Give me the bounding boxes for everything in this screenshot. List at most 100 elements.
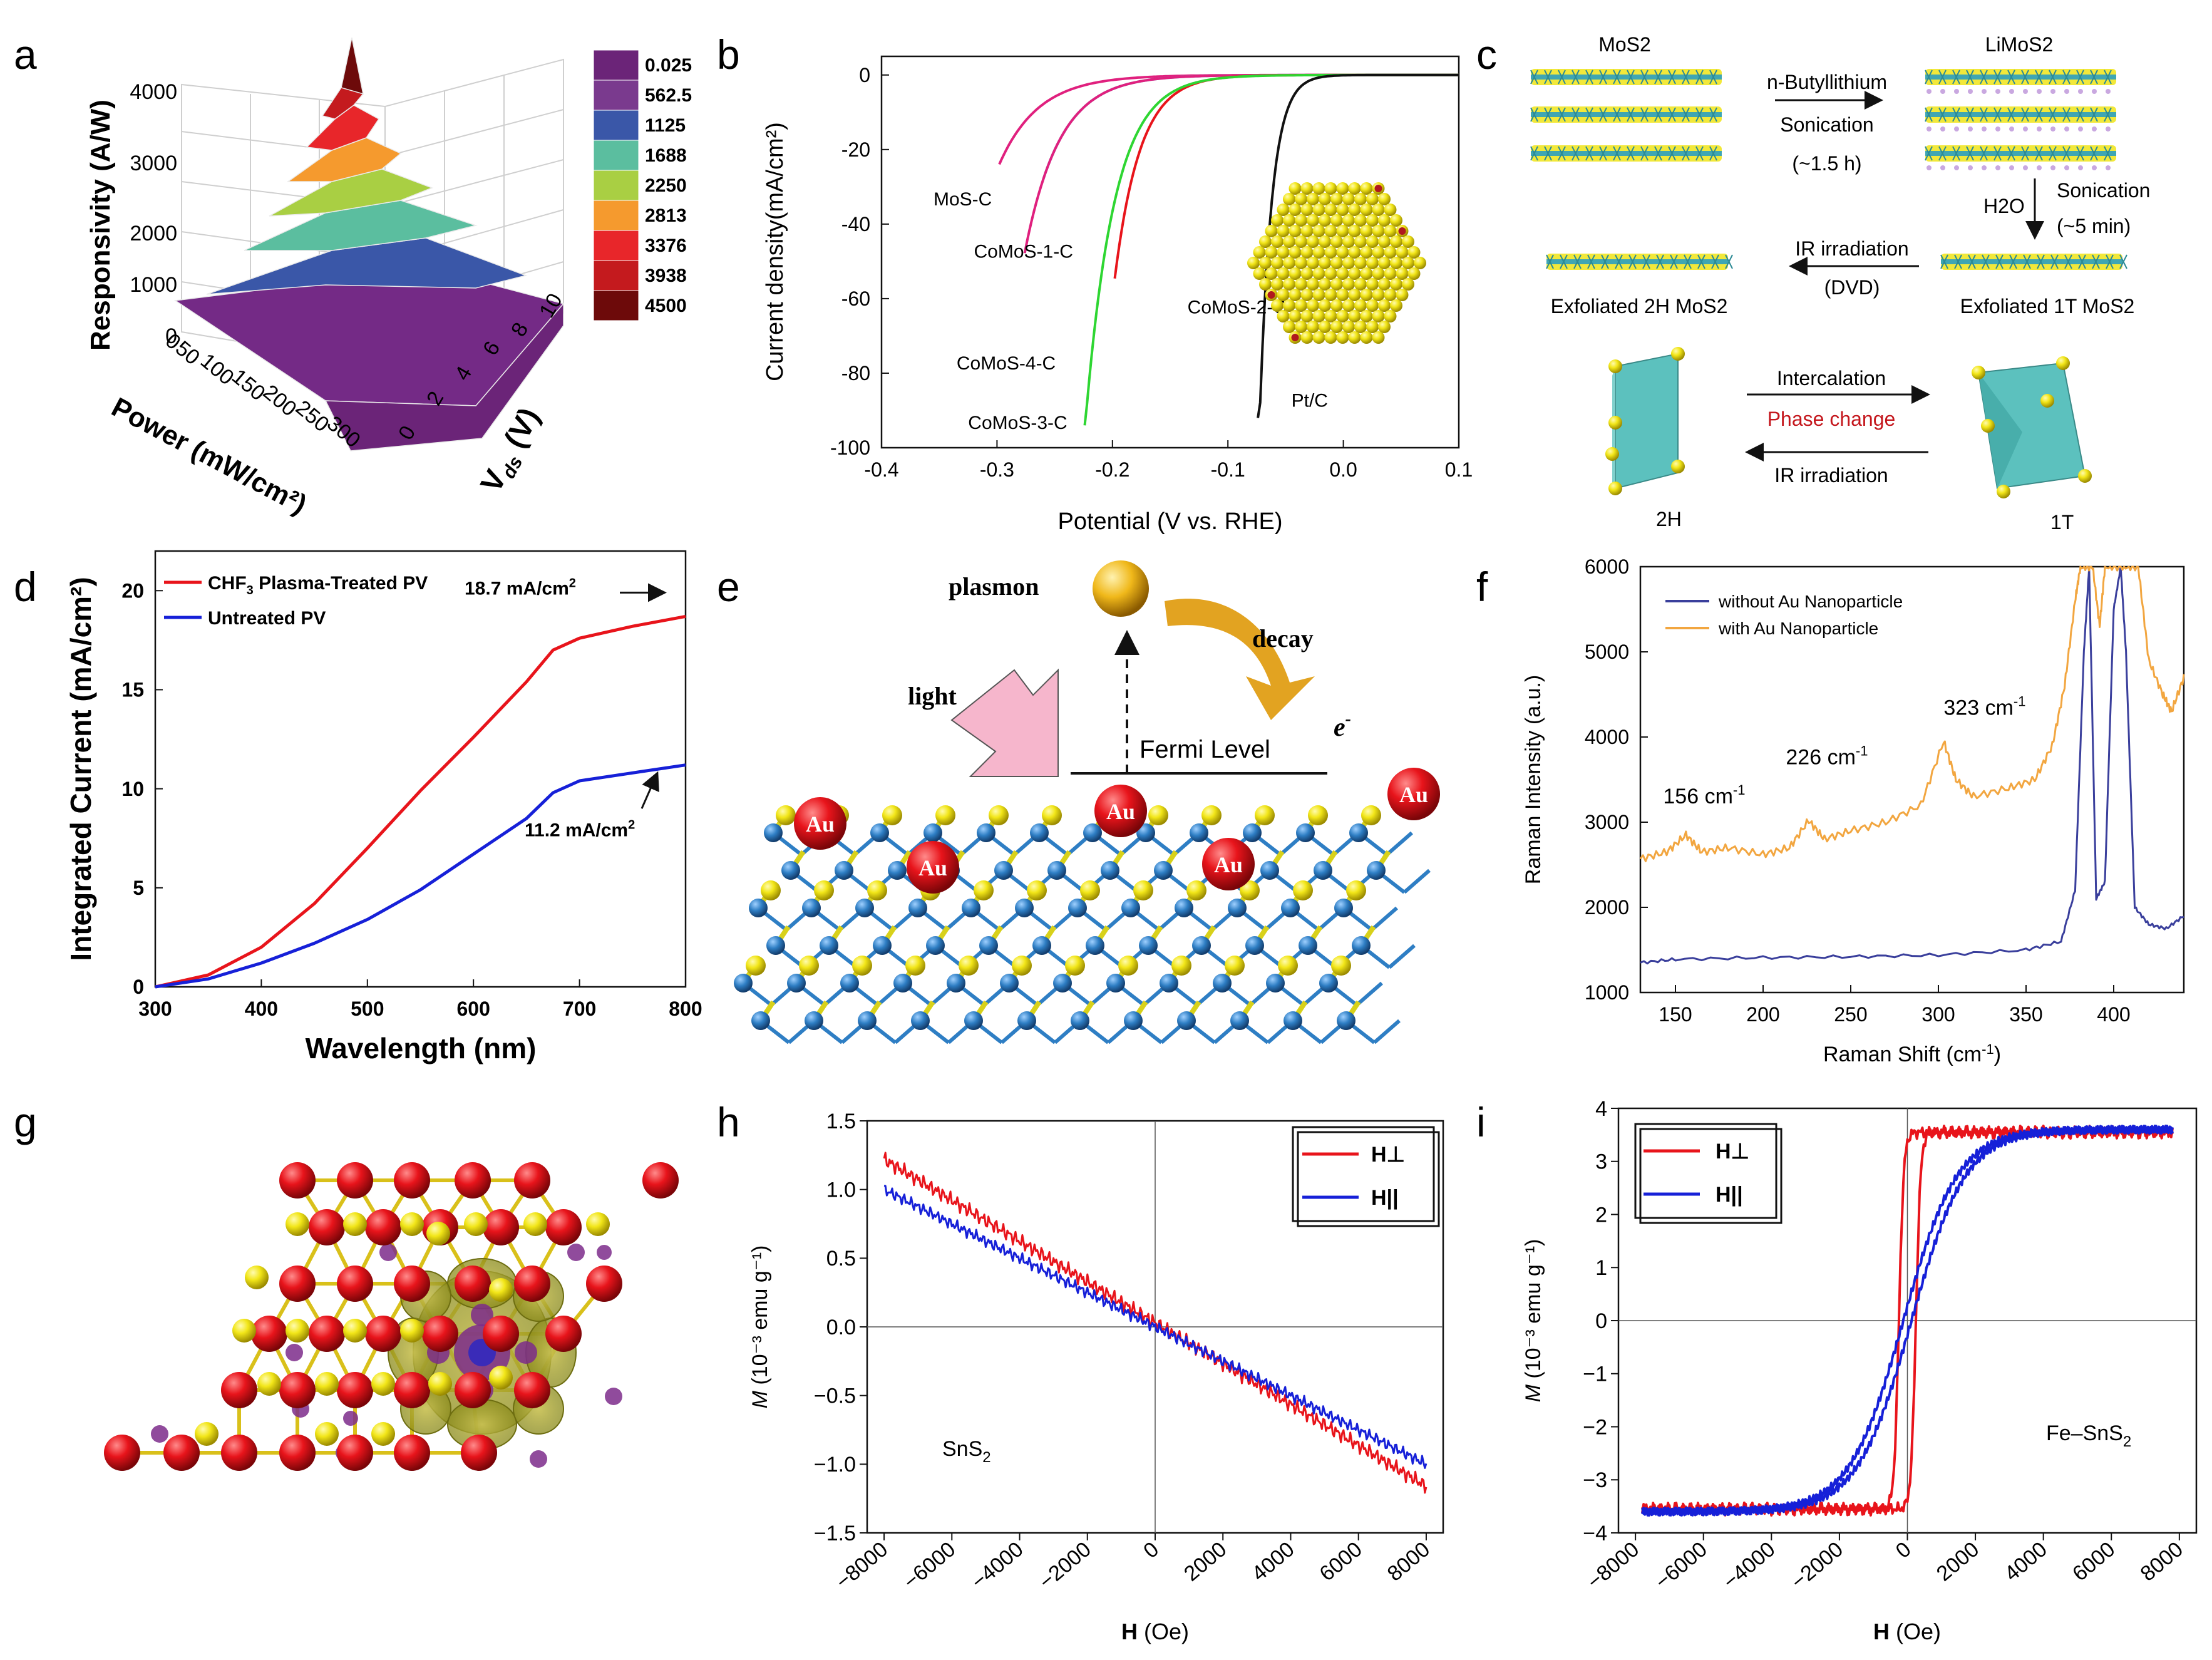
sn-atom <box>586 1266 622 1302</box>
sample-label: SnS2 <box>942 1437 991 1466</box>
series-label: Pt/C <box>1292 391 1328 411</box>
inset-s-atom <box>1336 204 1349 216</box>
sample-text: SnS <box>942 1437 982 1461</box>
mo-atom <box>1296 823 1315 842</box>
inset-s-atom <box>1295 321 1307 333</box>
li-atom <box>2037 89 2042 94</box>
mo-atom <box>911 1011 930 1030</box>
colorbar-swatch <box>593 170 639 201</box>
mo-atom <box>840 974 859 992</box>
panel-label-b: b <box>717 31 740 78</box>
inset-s-atom <box>1360 225 1373 237</box>
mo-atom <box>1281 899 1300 917</box>
y-tick-label: 0.5 <box>826 1247 856 1271</box>
inset-s-atom <box>1407 246 1421 259</box>
mo-plane <box>1531 112 1722 117</box>
au-atom <box>1094 785 1147 837</box>
y-axis-label-italic: M <box>1521 1384 1545 1402</box>
bond <box>2021 70 2029 85</box>
inset-s-atom <box>1324 289 1337 301</box>
mo-atom <box>1071 1011 1089 1030</box>
inset-s-atom <box>1372 331 1385 344</box>
bond <box>1668 107 1676 122</box>
mo-atom <box>979 936 998 955</box>
series-line <box>1641 1125 2174 1517</box>
colorbar-swatch <box>593 80 639 111</box>
mo-atom <box>994 861 1013 880</box>
sn-atom <box>422 1316 458 1352</box>
limos2-layers <box>1925 69 2116 170</box>
s-atom <box>371 1372 395 1396</box>
bond <box>2007 70 2015 85</box>
bond <box>2076 146 2084 161</box>
x-tick-label: 150 <box>1659 1003 1692 1026</box>
bond <box>1572 107 1580 122</box>
inset-s-atom <box>1289 246 1302 259</box>
inset-s-atom <box>1402 257 1414 269</box>
s-atom <box>1171 956 1191 976</box>
colorbar-swatch <box>593 200 639 231</box>
bond <box>1572 70 1580 85</box>
bond <box>1670 254 1678 269</box>
mo-atom <box>1299 936 1317 955</box>
s-atom <box>1080 880 1100 900</box>
plot-frame <box>1639 565 2185 994</box>
mo-atom <box>1000 974 1019 992</box>
bond <box>1682 107 1690 122</box>
x-tick-label: 8000 <box>2136 1537 2188 1586</box>
bond <box>2049 146 2057 161</box>
inset-s-atom <box>1324 310 1337 322</box>
annotation-sup: 2 <box>628 818 635 832</box>
inset-s-atom <box>1277 204 1290 216</box>
fermi-label: Fermi Level <box>1139 736 1270 763</box>
inset-s-atom <box>1319 278 1331 291</box>
bond <box>1613 70 1621 85</box>
inset-s-atom <box>1348 246 1361 259</box>
x-axis-label: H (Oe) <box>1873 1619 1941 1644</box>
inset-s-atom <box>1348 331 1361 344</box>
bond <box>1558 70 1566 85</box>
mo-atom <box>964 1011 983 1030</box>
s-atom <box>464 1212 488 1236</box>
inset-s-atom <box>1271 214 1283 227</box>
inset-s-atom <box>1348 204 1361 216</box>
inset-s-atom <box>1300 331 1314 344</box>
s-atom <box>1186 880 1206 900</box>
inset-s-atom <box>1372 289 1385 301</box>
bond <box>1940 254 1948 269</box>
panel-label-g: g <box>14 1099 37 1145</box>
panel-label-h: h <box>717 1099 740 1145</box>
x-axis-label: Potential (V vs. RHE) <box>1058 508 1283 535</box>
inset-s-atom <box>1319 235 1331 248</box>
x-axis-label-bold: H <box>1121 1619 1138 1644</box>
panel-b-inset <box>1247 182 1426 344</box>
bond <box>1993 146 2002 161</box>
inset-s-atom <box>1312 310 1325 322</box>
x-tick-label: 2000 <box>1932 1537 1983 1586</box>
s-atom <box>1148 805 1168 825</box>
inset-s-atom <box>1300 267 1314 280</box>
inset-s-atom <box>1348 182 1361 195</box>
bond <box>2076 70 2084 85</box>
inset-s-atom <box>1265 225 1278 237</box>
bond <box>1654 146 1662 161</box>
li-atom <box>1940 165 1945 170</box>
li-atom <box>1926 165 1932 170</box>
series-label: CoMoS-4-C <box>957 353 1056 374</box>
peak-text: 226 cm <box>1786 746 1856 770</box>
inset-s-atom <box>1300 182 1314 195</box>
light-arrow <box>950 668 1059 777</box>
bond <box>1668 146 1676 161</box>
bond <box>1695 70 1704 85</box>
inset-s-atom <box>1366 193 1379 205</box>
x-tick-label: −8000 <box>831 1537 893 1594</box>
x-tick-label: 300 <box>138 998 172 1020</box>
mo-atom <box>1337 1011 1355 1030</box>
x-tick-label: 400 <box>245 998 278 1020</box>
inset-s-atom <box>1390 235 1402 248</box>
a-ytick: 3000 <box>130 152 177 175</box>
series-label: MoS-C <box>934 189 992 210</box>
y-axis-label: M (10⁻³ emu g⁻¹) <box>1521 1239 1545 1403</box>
inset-s-atom <box>1271 257 1283 269</box>
inset-s-atom <box>1324 331 1337 344</box>
